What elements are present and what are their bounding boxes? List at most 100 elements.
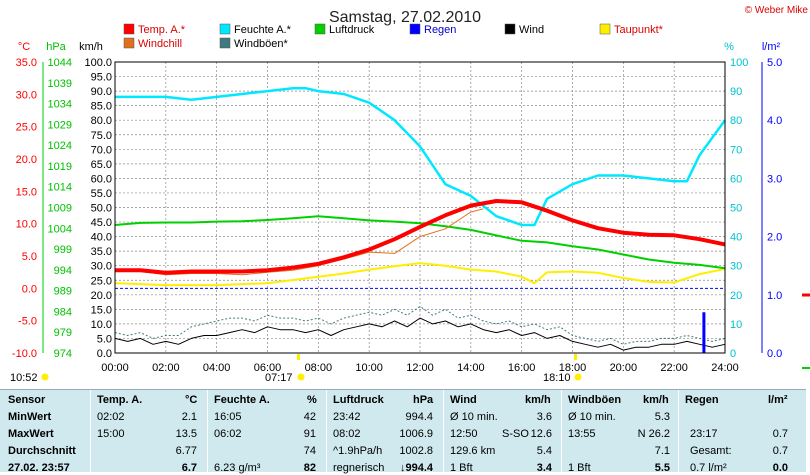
rain-tick-label: 2.0: [767, 232, 782, 244]
daylight-duration: 10:52: [10, 372, 38, 384]
humidity-series: [115, 86, 727, 227]
wind-tick-label: 70.0: [91, 144, 112, 156]
sun-markers: 07:17 18:10 10:52: [10, 354, 582, 384]
wind-tick-label: 80.0: [91, 115, 112, 127]
wind-tick-label: 10.0: [91, 319, 112, 331]
temp-tick-label: 20.0: [16, 154, 37, 166]
legend-label: Feuchte A.*: [234, 24, 292, 36]
wind-value: 5.4: [536, 445, 552, 457]
pressure-tick-label: 999: [54, 244, 72, 256]
temp-tick-label: -5.0: [18, 316, 37, 328]
legend-label: Temp. A.*: [138, 24, 186, 36]
humidity-value: 74: [303, 445, 316, 457]
humidity-tick-label: 100: [730, 57, 748, 69]
legend-swatch: [599, 23, 611, 35]
x-tick-label: 18:00: [559, 362, 587, 374]
wind-tick-label: 30.0: [91, 261, 112, 273]
legend-label: Taupunkt*: [614, 24, 664, 36]
column-divider: [326, 390, 327, 472]
wind-tick-label: 50.0: [91, 203, 112, 215]
column-divider: [678, 390, 679, 472]
wind-tick-label: 90.0: [91, 86, 112, 98]
temp-axis-unit: °C: [18, 41, 30, 53]
temp-value: 13.5: [175, 428, 197, 440]
wind-tick-label: 55.0: [91, 188, 112, 200]
legend-label: Luftdruck: [329, 24, 375, 36]
wind-tick-label: 20.0: [91, 290, 112, 302]
wind-tick-label: 85.0: [91, 101, 112, 113]
pressure-tick-label: 1004: [48, 223, 72, 235]
pressure-tick-label: 984: [54, 306, 72, 318]
pressure-value: 1002.8: [399, 445, 433, 457]
dewpoint-series: [114, 262, 726, 287]
humidity-tick-label: 70: [730, 144, 742, 156]
row-label: Durchschnitt: [8, 445, 76, 457]
temp-tick-label: -10.0: [12, 348, 37, 360]
pressure-value: 994.4: [405, 411, 433, 423]
wind-tick-label: 5.0: [97, 333, 112, 345]
row-label: MinWert: [8, 411, 52, 423]
gust-value: N 26.2: [637, 428, 670, 440]
wind-tick-label: 100.0: [84, 57, 112, 69]
temp-tick-label: 35.0: [16, 57, 37, 69]
wind-tick-label: 75.0: [91, 130, 112, 142]
legend-swatch: [409, 23, 421, 35]
gust-value: 7.1: [654, 445, 670, 457]
wind-value: 3.6: [536, 411, 552, 423]
sunrise-tick: [297, 354, 300, 360]
legend-swatch: [219, 23, 231, 35]
humidity-tick-label: 10: [730, 319, 742, 331]
x-tick-label: 00:00: [101, 362, 129, 374]
pressure-tick-label: 1044: [48, 57, 72, 69]
legend-swatch: [219, 37, 231, 49]
x-tick-label: 08:00: [305, 362, 333, 374]
gust-value: 5.3: [654, 411, 670, 423]
legend-label: Windchill: [138, 38, 182, 50]
humidity-value: 82: [303, 462, 316, 474]
x-tick-label: 04:00: [203, 362, 231, 374]
x-tick-label: 20:00: [610, 362, 638, 374]
wind-time: 129.6 km: [450, 445, 496, 457]
rain-value: 0.0: [772, 462, 788, 474]
chart-title: Samstag, 27.02.2010: [329, 9, 481, 26]
wind-series: [114, 317, 726, 351]
x-tick-label: 06:00: [254, 362, 282, 374]
x-tick-label: 10:00: [355, 362, 383, 374]
column-divider: [561, 390, 562, 472]
temp-time: 02:02: [97, 411, 125, 423]
wind-time: 1 Bft: [450, 462, 473, 474]
humidity-tick-label: 40: [730, 232, 742, 244]
humidity-time: 6.23 g/m³: [214, 462, 261, 474]
legend: Temp. A.* Feuchte A.* Luftdruck Regen Wind Ta…: [123, 23, 664, 50]
rain-time: 0.7 l/m²: [690, 462, 727, 474]
header-wind-unit: km/h: [525, 394, 551, 406]
pressure-value: ↓994.4: [399, 462, 433, 474]
legend-swatch: [314, 23, 326, 35]
humidity-time: 06:02: [214, 428, 242, 440]
pressure-series: [114, 215, 726, 270]
gust-value: 5.5: [654, 462, 670, 474]
stats-row: MaxWert 15:00 13.5 06:02 91 08:02 1006.9 12:50 S…: [0, 427, 806, 441]
x-tick-label: 02:00: [152, 362, 180, 374]
legend-label: Regen: [424, 24, 456, 36]
header-sensor: Sensor: [8, 394, 46, 406]
column-divider: [90, 390, 91, 472]
legend-label: Windböen*: [234, 38, 289, 50]
statistics-table: Sensor Temp. A. °C Feuchte A. % Luftdruc…: [0, 389, 806, 474]
humidity-value: 42: [303, 411, 316, 423]
rain-value: 0.7: [772, 428, 788, 440]
pressure-tick-label: 994: [54, 265, 72, 277]
temp-value: 2.1: [181, 411, 197, 423]
temp-tick-label: 25.0: [16, 122, 37, 134]
humidity-tick-label: 30: [730, 261, 742, 273]
rain-tick-label: 1.0: [767, 290, 782, 302]
legend-swatch: [123, 37, 135, 49]
stats-row: MinWert 02:02 2.1 16:05 42 23:42 994.4 Ø 10 min…: [0, 410, 806, 424]
sunrise-sun-icon: [297, 373, 305, 381]
rain-axis-unit: l/m²: [762, 41, 781, 53]
stats-row: Durchschnitt 6.77 74 ^1.9hPa/h 1002.8 129.6 k…: [0, 444, 806, 458]
humidity-tick-label: 20: [730, 290, 742, 302]
plot-frame: [114, 61, 726, 354]
rain-time: 23:17: [690, 428, 718, 440]
humidity-tick-label: 0: [730, 348, 736, 360]
